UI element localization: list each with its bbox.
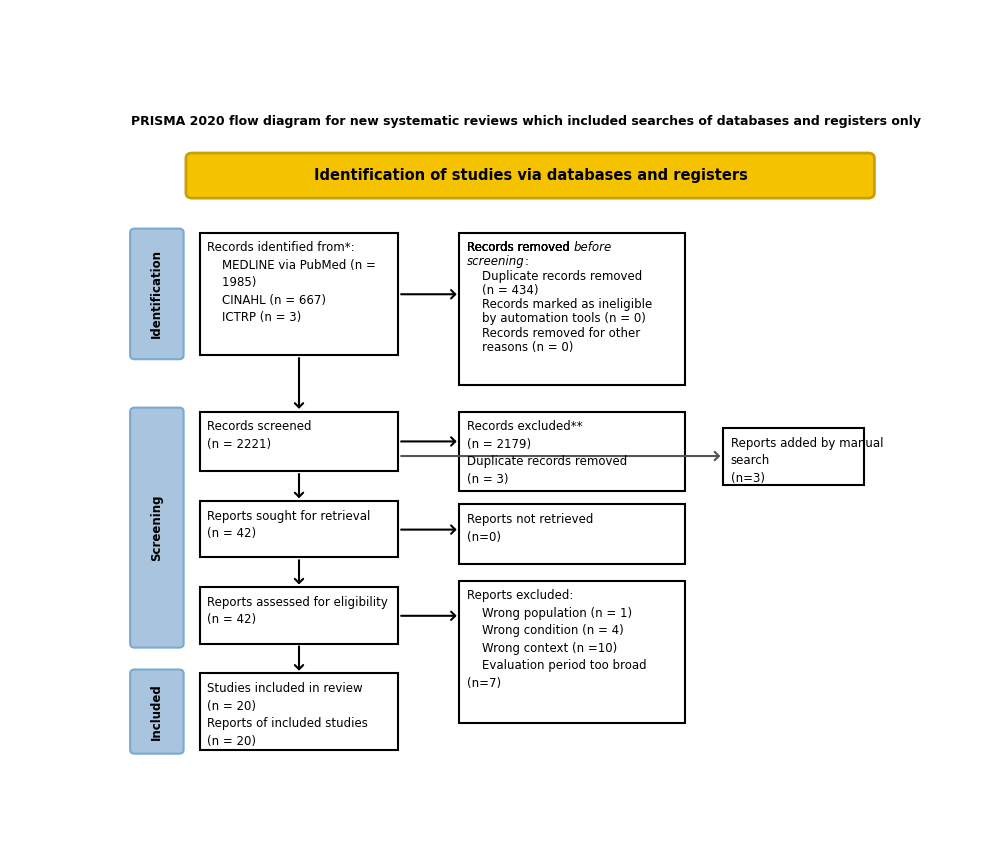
FancyBboxPatch shape xyxy=(130,670,183,753)
FancyBboxPatch shape xyxy=(199,501,398,557)
Text: :: : xyxy=(525,256,528,269)
Text: reasons (n = 0): reasons (n = 0) xyxy=(467,341,574,354)
Text: Records removed for other: Records removed for other xyxy=(467,326,640,340)
Text: Records marked as ineligible: Records marked as ineligible xyxy=(467,298,653,311)
Text: Studies included in review
(n = 20)
Reports of included studies
(n = 20): Studies included in review (n = 20) Repo… xyxy=(207,682,368,747)
Text: Reports added by manual
search
(n=3): Reports added by manual search (n=3) xyxy=(731,437,883,485)
Text: Identification: Identification xyxy=(151,250,164,338)
Text: PRISMA 2020 flow diagram for new systematic reviews which included searches of d: PRISMA 2020 flow diagram for new systema… xyxy=(131,115,921,128)
FancyBboxPatch shape xyxy=(199,587,398,644)
Text: Reports assessed for eligibility
(n = 42): Reports assessed for eligibility (n = 42… xyxy=(207,596,388,627)
FancyBboxPatch shape xyxy=(459,412,685,491)
FancyBboxPatch shape xyxy=(723,428,865,485)
Text: screening: screening xyxy=(467,256,525,269)
Text: Records removed: Records removed xyxy=(467,240,574,253)
Text: Records identified from*:
    MEDLINE via PubMed (n =
    1985)
    CINAHL (n = : Records identified from*: MEDLINE via Pu… xyxy=(207,241,377,325)
Text: (n = 434): (n = 434) xyxy=(467,284,538,297)
Text: Records removed: Records removed xyxy=(467,241,574,254)
Text: Reports sought for retrieval
(n = 42): Reports sought for retrieval (n = 42) xyxy=(207,510,371,540)
Text: before: before xyxy=(574,241,612,254)
Text: Screening: Screening xyxy=(151,494,164,561)
Text: Identification of studies via databases and registers: Identification of studies via databases … xyxy=(314,168,747,183)
FancyBboxPatch shape xyxy=(130,407,183,647)
Text: Records removed: Records removed xyxy=(467,240,574,253)
FancyBboxPatch shape xyxy=(459,505,685,564)
Text: Records excluded**
(n = 2179)
Duplicate records removed
(n = 3): Records excluded** (n = 2179) Duplicate … xyxy=(467,420,627,486)
FancyBboxPatch shape xyxy=(199,232,398,356)
FancyBboxPatch shape xyxy=(459,232,685,385)
Text: Reports excluded:
    Wrong population (n = 1)
    Wrong condition (n = 4)
    W: Reports excluded: Wrong population (n = … xyxy=(467,589,647,690)
FancyBboxPatch shape xyxy=(186,153,875,198)
Text: Duplicate records removed: Duplicate records removed xyxy=(467,269,642,282)
Text: Reports not retrieved
(n=0): Reports not retrieved (n=0) xyxy=(467,513,594,543)
Text: Included: Included xyxy=(151,684,164,740)
FancyBboxPatch shape xyxy=(199,673,398,750)
FancyBboxPatch shape xyxy=(130,229,183,359)
Text: Records removed: Records removed xyxy=(467,240,574,253)
Text: Records screened
(n = 2221): Records screened (n = 2221) xyxy=(207,420,312,450)
FancyBboxPatch shape xyxy=(199,412,398,471)
FancyBboxPatch shape xyxy=(459,580,685,723)
Text: by automation tools (n = 0): by automation tools (n = 0) xyxy=(467,313,646,325)
